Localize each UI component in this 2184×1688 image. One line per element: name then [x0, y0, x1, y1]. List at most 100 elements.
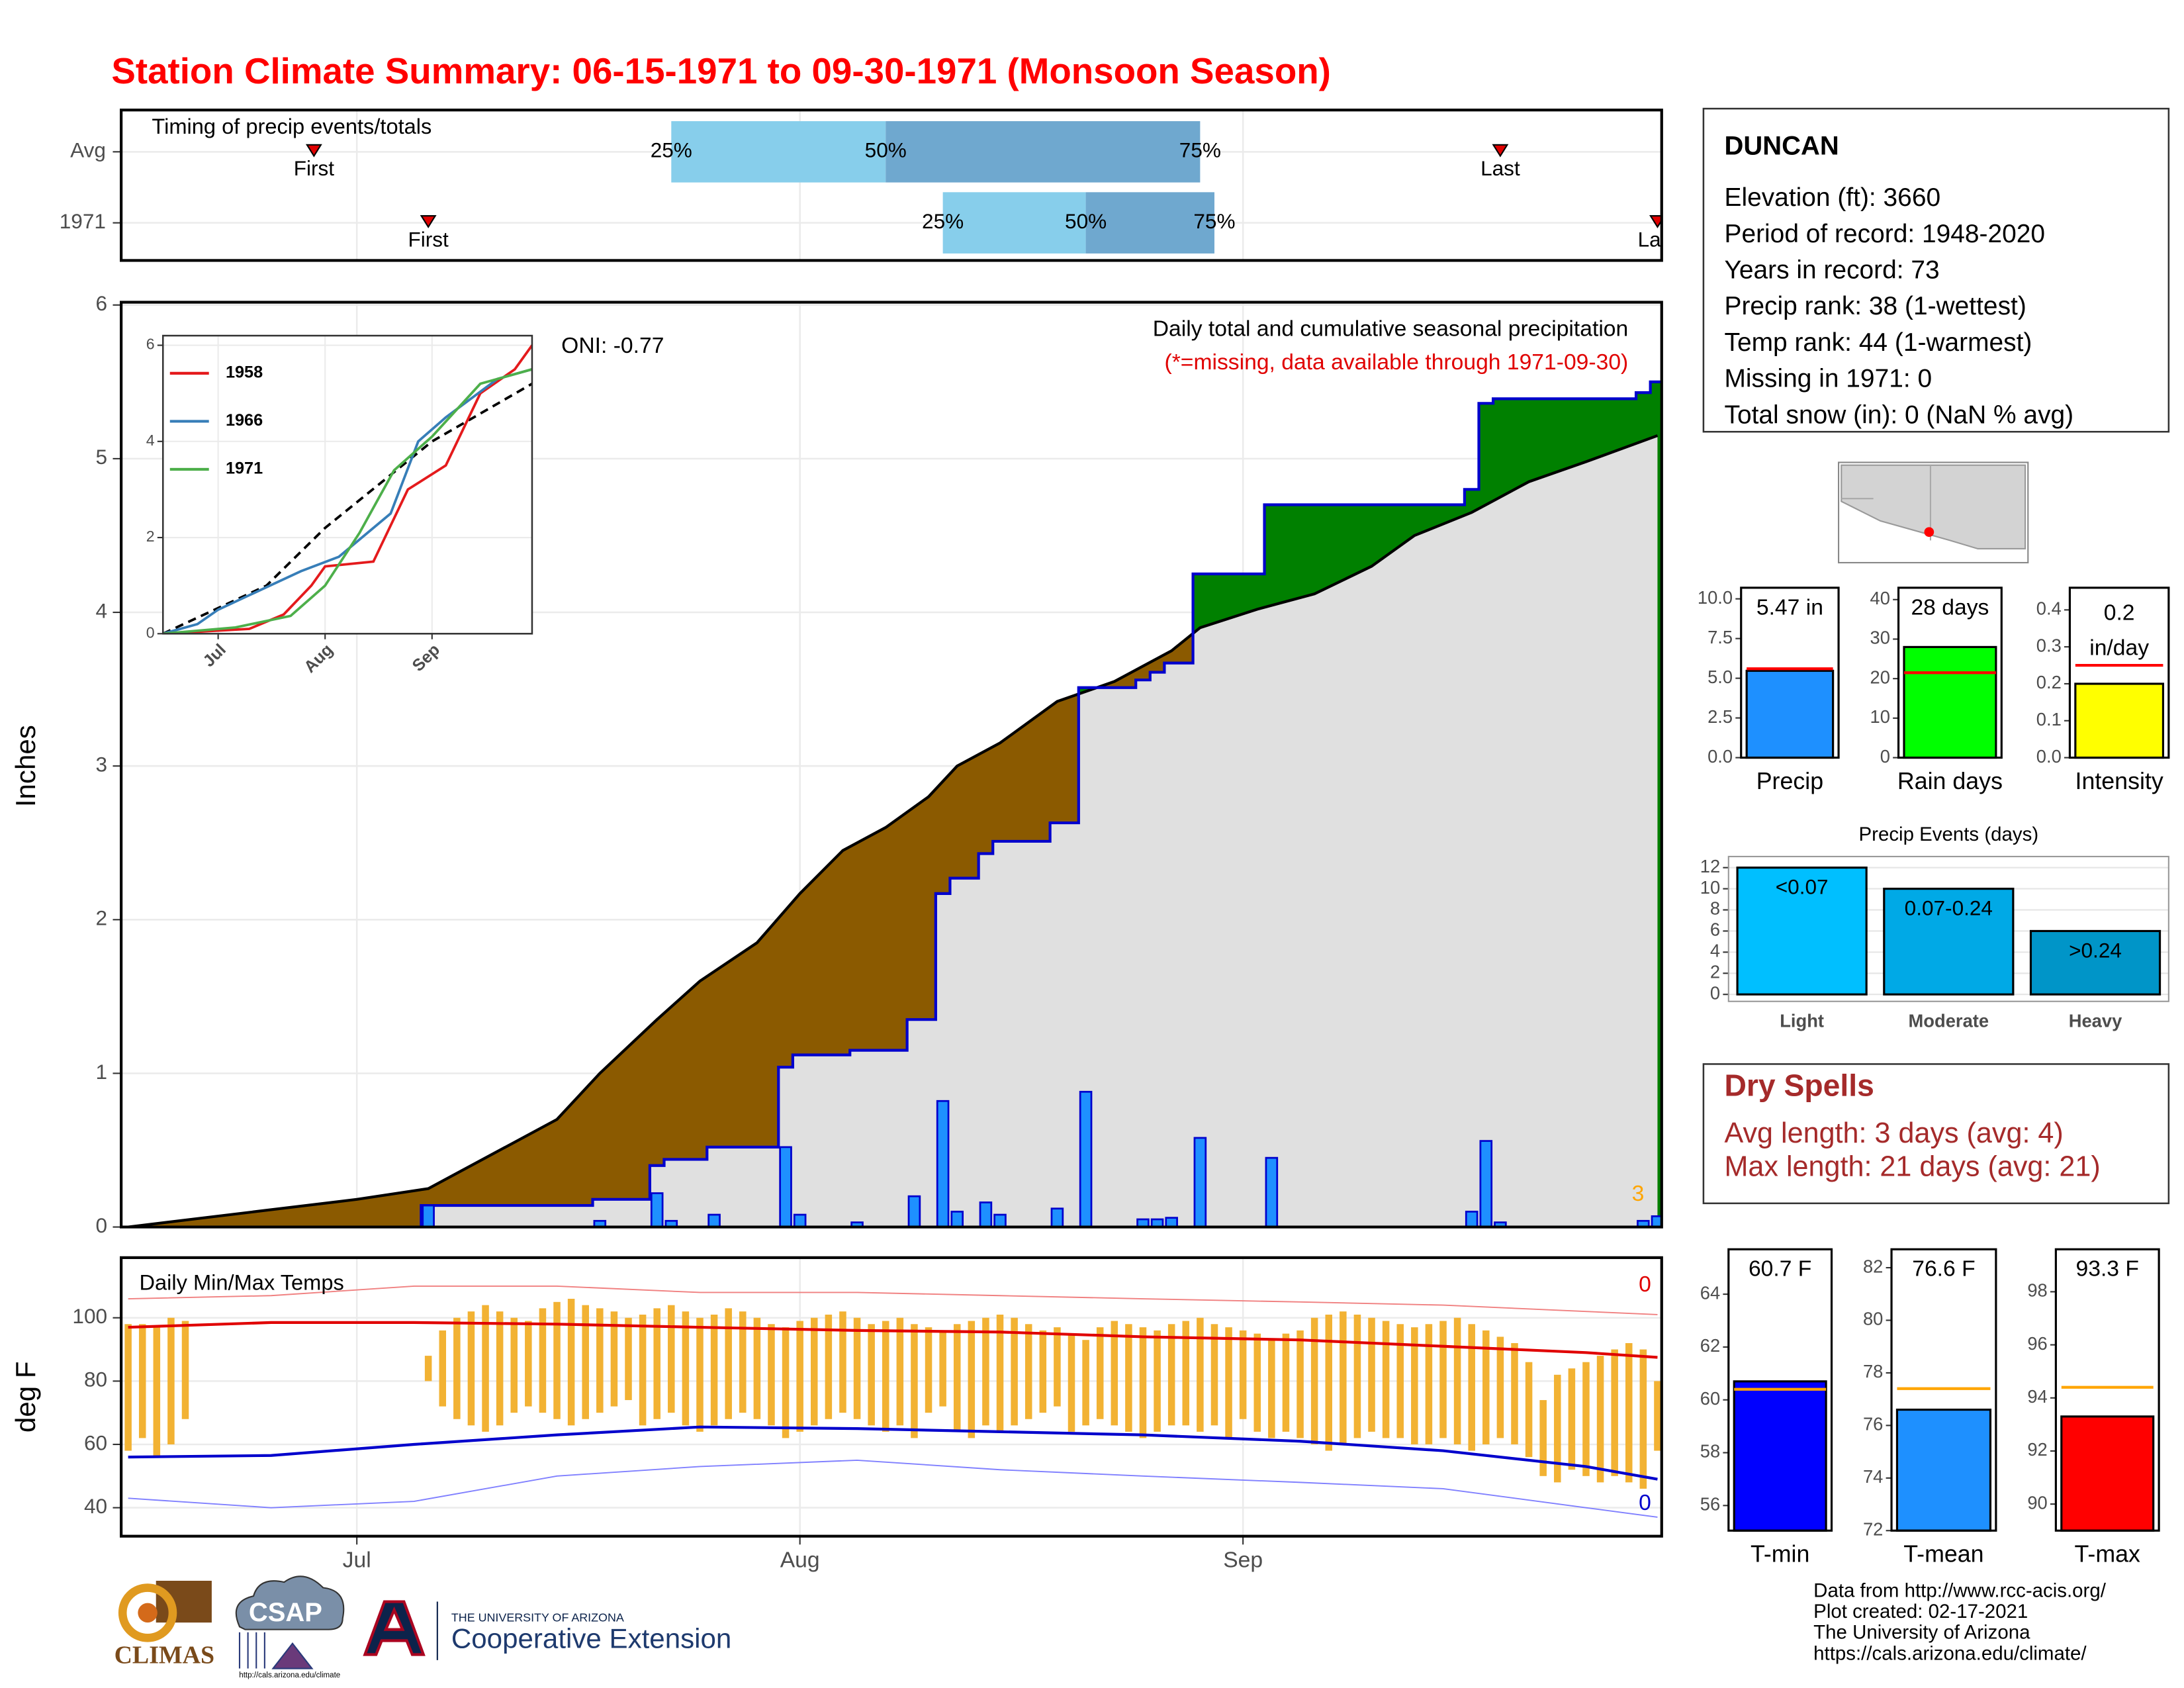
y-tick-label: 1 [96, 1060, 108, 1084]
daily-bar [1479, 1140, 1493, 1227]
bar-label: <0.07 [1776, 875, 1829, 899]
ua-mark [363, 1600, 426, 1656]
quartile-label: 50% [1065, 209, 1107, 233]
quartile-bar [942, 192, 1086, 254]
category-label: Precip [1756, 768, 1823, 794]
record-low-line [128, 1459, 1658, 1518]
mini-border [2054, 1248, 2160, 1532]
station-name: DUNCAN [1724, 132, 1839, 161]
plot-border [119, 109, 1663, 262]
daily-temp-bar [1625, 1342, 1633, 1483]
x-tick-label: Sep [1223, 1548, 1263, 1572]
daily-temp-bar [482, 1305, 489, 1432]
daily-temp-bar [925, 1327, 933, 1413]
daily-temp-bar [1596, 1356, 1604, 1483]
x-tick-label: Aug [780, 1548, 820, 1572]
y-tick-label: 80 [84, 1368, 107, 1391]
station-line: Precip rank: 38 (1-wettest) [1724, 292, 2026, 320]
daily-temp-bar [1611, 1349, 1618, 1476]
bar [2074, 682, 2165, 759]
daily-bar [650, 1192, 664, 1227]
daily-bar [707, 1213, 721, 1227]
bar [1733, 1380, 1827, 1532]
bar [2029, 929, 2161, 996]
mini-border [2068, 586, 2170, 759]
annotation: ONI: -0.77 [561, 334, 664, 358]
daily-temp-bar [582, 1305, 589, 1419]
y-tick-label: 0 [146, 624, 155, 641]
bar [1736, 867, 1868, 996]
daily-bar [1637, 1219, 1650, 1227]
daily-temp-bar [467, 1311, 475, 1426]
y-tick-label: 72 [1863, 1519, 1883, 1539]
y-tick-label: 96 [2027, 1333, 2047, 1354]
event-marker [305, 144, 322, 158]
category-label: Light [1780, 1011, 1824, 1031]
daily-bar [907, 1195, 921, 1227]
bar-label: 0.07-0.24 [1905, 896, 1993, 920]
map-state [1841, 464, 2026, 550]
daily-bar [936, 1100, 950, 1227]
daily-temp-bar [424, 1356, 432, 1382]
precip-plot [121, 302, 1662, 1227]
daily-temp-bar [1396, 1324, 1404, 1438]
dry-spell-box [1702, 1063, 2170, 1205]
mini-border [1740, 586, 1840, 759]
page-title: Station Climate Summary: 06-15-1971 to 0… [111, 50, 1331, 91]
y-tick-label: 4 [1710, 941, 1720, 961]
y-tick-label: 58 [1700, 1441, 1720, 1462]
daily-temp-bar [1639, 1349, 1647, 1489]
daily-bar [1265, 1156, 1279, 1227]
y-tick-label: 60 [84, 1430, 107, 1454]
y-tick-label: 7.5 [1707, 627, 1733, 647]
y-tick-label: 0 [96, 1213, 108, 1237]
daily-temp-bar [1453, 1317, 1461, 1444]
y-tick-label: 6 [1710, 919, 1720, 940]
daily-temp-bar [1411, 1327, 1418, 1444]
daily-temp-bar [996, 1314, 1004, 1432]
daily-temp-bar [1340, 1311, 1347, 1444]
daily-temp-bar [968, 1321, 976, 1438]
mini-border [1727, 1248, 1833, 1532]
plot-border [119, 301, 1663, 1229]
category-label: T-max [2075, 1541, 2140, 1568]
y-tick-label: 64 [1700, 1282, 1720, 1303]
climas-mark [118, 1583, 177, 1642]
locator-map [1838, 461, 2029, 564]
y-tick-label: 0 [1880, 746, 1890, 767]
y-tick-label: Avg [70, 138, 106, 162]
climas-logo: CLIMAS [114, 1641, 214, 1669]
daily-bar [1165, 1217, 1178, 1227]
bar [1903, 645, 1997, 759]
daily-bar [1136, 1218, 1150, 1227]
daily-temp-bar [1654, 1381, 1661, 1451]
daily-temp-bar [1082, 1340, 1089, 1426]
daily-bar [1050, 1207, 1064, 1227]
daily-temp-bar [1154, 1330, 1161, 1432]
y-tick-label: 40 [1870, 588, 1890, 608]
daily-bar [979, 1201, 993, 1227]
daily-temp-bar [610, 1311, 618, 1407]
footer-line: The University of Arizona [1813, 1622, 2030, 1644]
daily-temp-bar [181, 1321, 189, 1419]
legend-label: 1966 [226, 411, 263, 430]
station-line: Period of record: 1948-2020 [1724, 220, 2045, 248]
daily-temp-bar [1382, 1321, 1390, 1438]
daily-temp-bar [982, 1317, 989, 1426]
annotation: 0 [1639, 1491, 1651, 1515]
y-tick-label: 10.0 [1698, 587, 1733, 608]
station-box [1702, 107, 2170, 433]
daily-temp-bar [1111, 1321, 1118, 1426]
daily-temp-bar [1325, 1314, 1333, 1451]
y-tick-label: 2 [1710, 962, 1720, 982]
footer-line: https://cals.arizona.edu/climate/ [1813, 1642, 2087, 1664]
x-tick-label: Jul [343, 1548, 371, 1572]
daily-temp-bar [839, 1311, 846, 1413]
y-tick-label: 20 [1870, 667, 1890, 687]
y-tick-label: 0.4 [2036, 598, 2062, 619]
footer-line: Plot created: 02-17-2021 [1813, 1601, 2028, 1622]
inset-frame [163, 336, 532, 634]
y-tick-label: 74 [1863, 1466, 1883, 1487]
daily-temp-bar [853, 1317, 861, 1419]
